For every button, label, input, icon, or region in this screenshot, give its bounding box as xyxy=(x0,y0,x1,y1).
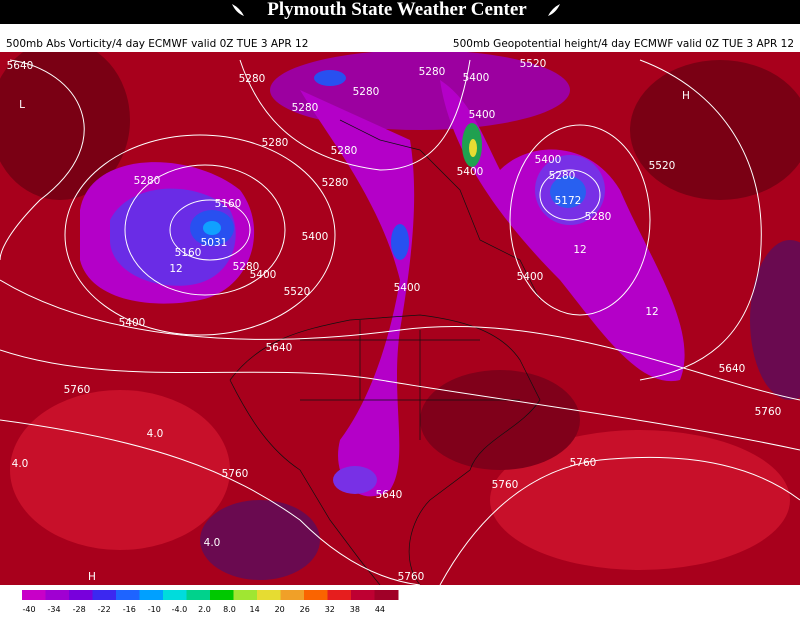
colorbar-label: 32 xyxy=(325,605,335,614)
shading xyxy=(0,52,800,580)
header-bar xyxy=(0,0,800,24)
subtitle-left: 500mb Abs Vorticity/4 day ECMWF valid 0Z… xyxy=(6,38,308,50)
contour-label: 5280 xyxy=(419,66,446,78)
contour-label: 4.0 xyxy=(147,428,164,440)
colorbar-swatch xyxy=(92,590,117,600)
contour-label: 5160 xyxy=(175,247,202,259)
colorbar-label: -10 xyxy=(148,605,161,614)
contour-label: 5280 xyxy=(331,145,358,157)
contour-label: 5280 xyxy=(585,211,612,223)
contour-label: 4.0 xyxy=(12,458,29,470)
contour-label: 5400 xyxy=(463,72,490,84)
colorbar-label: 38 xyxy=(350,605,360,614)
colorbar-band xyxy=(0,585,800,618)
height-contours xyxy=(0,59,800,585)
subtitle-band xyxy=(0,24,800,52)
contour-label: 5760 xyxy=(64,384,91,396)
colorbar-label: 26 xyxy=(300,605,310,614)
contour-label: 5400 xyxy=(469,109,496,121)
colorbar-swatch xyxy=(45,590,70,600)
contour-label: 5520 xyxy=(284,286,311,298)
contour-label: 5400 xyxy=(517,271,544,283)
contour-label: 5400 xyxy=(394,282,421,294)
contour-label: 5640 xyxy=(7,60,34,72)
colorbar-label: 2.0 xyxy=(198,605,211,614)
contour-label: 12 xyxy=(573,244,586,256)
contour-label: H xyxy=(88,571,96,583)
contour-label: 5760 xyxy=(570,457,597,469)
colorbar-swatch xyxy=(186,590,211,600)
contour-label: L xyxy=(19,99,25,111)
contour-label: 5760 xyxy=(222,468,249,480)
contour-label: 5400 xyxy=(250,269,277,281)
contour-label: 5031 xyxy=(201,237,228,249)
contour-label: 12 xyxy=(645,306,658,318)
contour-label: 12 xyxy=(169,263,182,275)
colorbar-swatch xyxy=(139,590,164,600)
colorbar-label: 14 xyxy=(250,605,260,614)
contour-label: 5280 xyxy=(262,137,289,149)
contour-label: 5760 xyxy=(398,571,425,583)
contour-label: 5760 xyxy=(755,406,782,418)
colorbar: -40 -34 -28 -22 -16 -10 -4.0 2.0 8.0 14 20 26 32 38 44 xyxy=(22,590,399,614)
contour-label: 5640 xyxy=(376,489,403,501)
contour-label: 5640 xyxy=(266,342,293,354)
contour-label: 5400 xyxy=(535,154,562,166)
colorbar-label: -22 xyxy=(98,605,111,614)
page-title: Plymouth State Weather Center xyxy=(267,0,527,20)
colorbar-swatch xyxy=(374,590,399,600)
contour-label: 5280 xyxy=(353,86,380,98)
contour-label: 5760 xyxy=(492,479,519,491)
contour-label: H xyxy=(682,90,690,102)
colorbar-label: -16 xyxy=(123,605,136,614)
contour-label: 5280 xyxy=(239,73,266,85)
contour-label: 5640 xyxy=(719,363,746,375)
subtitle-right: 500mb Geopotential height/4 day ECMWF va… xyxy=(453,38,794,50)
colorbar-label: 20 xyxy=(275,605,285,614)
contour-label: 5520 xyxy=(520,58,547,70)
colorbar-label: -4.0 xyxy=(172,605,188,614)
colorbar-swatch xyxy=(351,590,375,600)
contour-label: 5280 xyxy=(292,102,319,114)
geography xyxy=(229,119,541,585)
colorbar-swatch xyxy=(257,590,281,600)
contour-label: 5400 xyxy=(302,231,329,243)
contour-label: 5400 xyxy=(119,317,146,329)
colorbar-label: -28 xyxy=(73,605,86,614)
colorbar-swatch xyxy=(69,590,93,600)
colorbar-swatch xyxy=(280,590,305,600)
contour-label: 5280 xyxy=(134,175,161,187)
colorbar-swatch xyxy=(210,590,234,600)
contour-label: 5280 xyxy=(549,170,576,182)
contour-label: 5160 xyxy=(215,198,242,210)
colorbar-swatch xyxy=(163,590,187,600)
colorbar-label: -34 xyxy=(48,605,61,614)
contour-label: 5520 xyxy=(649,160,676,172)
contour-label: 5172 xyxy=(555,195,582,207)
contour-label: 5280 xyxy=(322,177,349,189)
colorbar-swatch xyxy=(233,590,258,600)
contour-label: 4.0 xyxy=(204,537,221,549)
colorbar-swatch xyxy=(22,590,46,600)
colorbar-swatch xyxy=(304,590,328,600)
contour-label: 5400 xyxy=(457,166,484,178)
contour-label: 5280 xyxy=(233,261,260,273)
colorbar-label: 44 xyxy=(375,605,385,614)
colorbar-label: 8.0 xyxy=(223,605,236,614)
colorbar-swatch xyxy=(327,590,352,600)
colorbar-swatch xyxy=(116,590,140,600)
colorbar-label: -40 xyxy=(22,605,35,614)
